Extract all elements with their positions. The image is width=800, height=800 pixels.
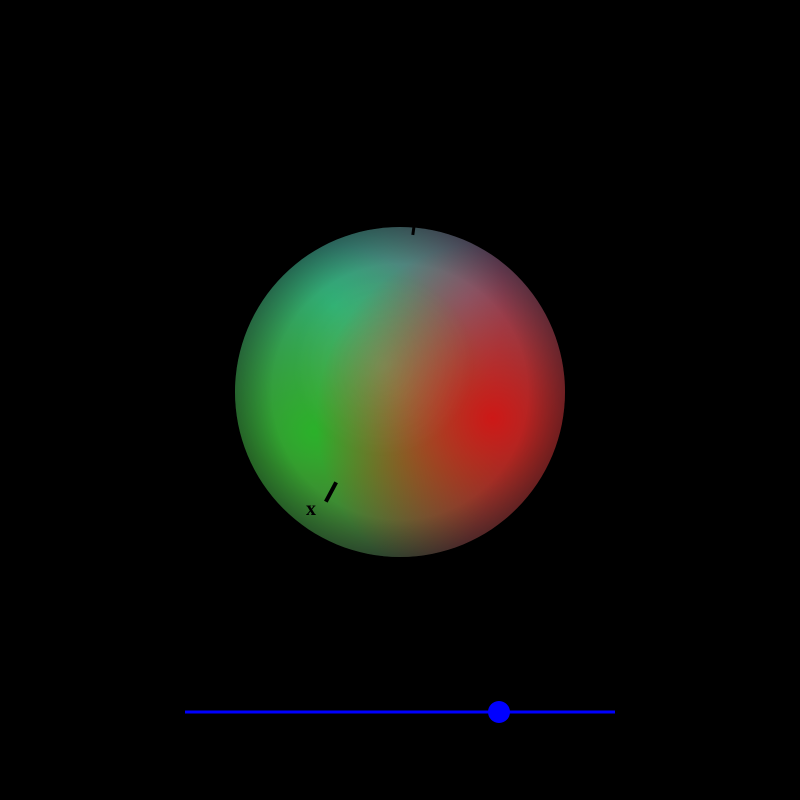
slider-track	[185, 711, 615, 714]
slider-thumb[interactable]	[488, 701, 510, 723]
rgb-sphere[interactable]	[235, 227, 565, 557]
canvas: x	[0, 0, 800, 800]
axis-label-x: x	[306, 498, 316, 521]
parameter-slider[interactable]	[185, 700, 615, 724]
sphere-container	[235, 227, 565, 557]
